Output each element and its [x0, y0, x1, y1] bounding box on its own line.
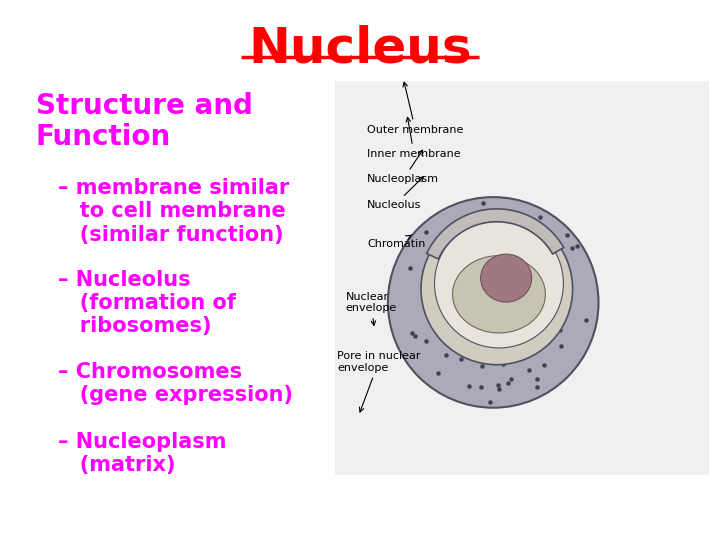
Text: Chromatin: Chromatin — [367, 235, 426, 249]
Ellipse shape — [421, 213, 572, 364]
Text: – Nucleolus
   (formation of
   ribosomes): – Nucleolus (formation of ribosomes) — [58, 270, 235, 336]
Text: Nuclear
envelope: Nuclear envelope — [346, 292, 397, 326]
Text: Pore in nuclear
envelope: Pore in nuclear envelope — [337, 351, 420, 412]
Text: Inner membrane: Inner membrane — [367, 117, 461, 159]
Text: – Chromosomes
   (gene expression): – Chromosomes (gene expression) — [58, 362, 292, 405]
Text: Structure and
Function: Structure and Function — [36, 92, 253, 151]
Text: – membrane similar
   to cell membrane
   (similar function): – membrane similar to cell membrane (sim… — [58, 178, 289, 245]
Text: Nucleus: Nucleus — [248, 24, 472, 72]
FancyBboxPatch shape — [335, 81, 709, 475]
Ellipse shape — [481, 254, 531, 302]
Ellipse shape — [453, 255, 545, 333]
Polygon shape — [427, 209, 564, 259]
Ellipse shape — [434, 219, 564, 348]
Text: Outer membrane: Outer membrane — [367, 82, 464, 134]
Text: – Nucleoplasm
   (matrix): – Nucleoplasm (matrix) — [58, 432, 226, 475]
Ellipse shape — [388, 197, 598, 408]
Text: Nucleolus: Nucleolus — [367, 177, 423, 210]
Text: Nucleoplasm: Nucleoplasm — [367, 150, 439, 184]
